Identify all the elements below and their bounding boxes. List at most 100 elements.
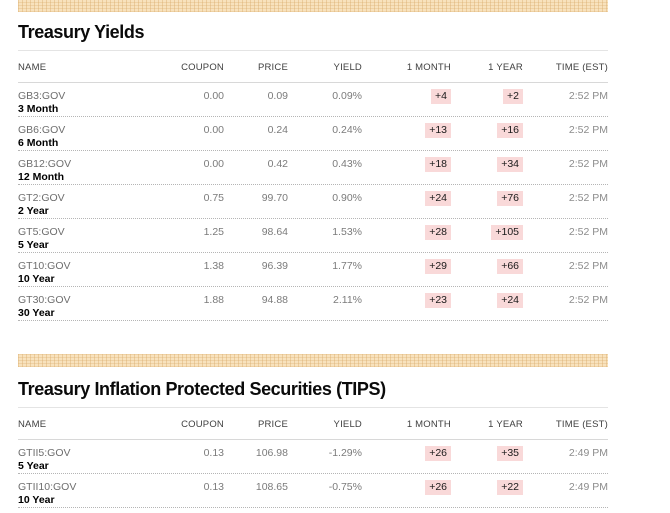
time-value: 2:49 PM <box>568 447 608 459</box>
column-header-price: PRICE <box>257 62 288 73</box>
one-month-cell: +4 <box>362 89 451 104</box>
table-row: GT2:GOV 2 Year 0.75 99.70 0.90% +24 +76 … <box>18 185 608 219</box>
maturity-label: 3 Month <box>18 103 59 115</box>
maturity-label: 30 Year <box>18 307 55 319</box>
one-year-cell: +16 <box>451 123 523 138</box>
ticker-link[interactable]: GTII5:GOV <box>18 447 71 459</box>
yield-value: 0.09% <box>332 90 362 102</box>
time-value: 2:49 PM <box>568 481 608 493</box>
coupon-value: 0.00 <box>203 158 224 170</box>
maturity-label: 5 Year <box>18 239 49 251</box>
table-row: GT10:GOV 10 Year 1.38 96.39 1.77% +29 +6… <box>18 253 608 287</box>
column-header-yield: YIELD <box>333 62 362 73</box>
one-month-change-badge: +4 <box>431 89 451 104</box>
ticker-link[interactable]: GT2:GOV <box>18 192 65 204</box>
name-cell: GB12:GOV 12 Month <box>18 158 168 184</box>
column-header-time: TIME (EST) <box>555 62 608 73</box>
one-month-change-badge: +13 <box>425 123 451 138</box>
name-cell: GT2:GOV 2 Year <box>18 192 168 218</box>
table-row: GTII10:GOV 10 Year 0.13 108.65 -0.75% +2… <box>18 474 608 508</box>
time-value: 2:52 PM <box>568 226 608 238</box>
one-month-cell: +26 <box>362 480 451 495</box>
one-year-cell: +66 <box>451 259 523 274</box>
one-year-cell: +24 <box>451 293 523 308</box>
name-cell: GB3:GOV 3 Month <box>18 90 168 116</box>
one-month-cell: +28 <box>362 225 451 240</box>
price-value: 94.88 <box>261 294 288 306</box>
coupon-value: 0.13 <box>203 447 224 459</box>
ticker-link[interactable]: GB3:GOV <box>18 90 66 102</box>
one-year-change-badge: +16 <box>497 123 523 138</box>
table-header: NAME COUPON PRICE YIELD 1 MONTH 1 YEAR T… <box>18 51 608 83</box>
table-row: GB12:GOV 12 Month 0.00 0.42 0.43% +18 +3… <box>18 151 608 185</box>
yield-value: 0.43% <box>332 158 362 170</box>
one-month-change-badge: +28 <box>425 225 451 240</box>
column-header-coupon: COUPON <box>181 419 224 430</box>
treasury-yields-section: Treasury Yields NAME COUPON PRICE YIELD … <box>18 22 608 321</box>
one-month-cell: +29 <box>362 259 451 274</box>
price-value: 99.70 <box>261 192 288 204</box>
maturity-label: 5 Year <box>18 460 49 472</box>
coupon-value: 1.25 <box>203 226 224 238</box>
one-year-change-badge: +24 <box>497 293 523 308</box>
name-cell: GB6:GOV 6 Month <box>18 124 168 150</box>
price-value: 98.64 <box>261 226 288 238</box>
yield-value: 0.90% <box>332 192 362 204</box>
maturity-label: 2 Year <box>18 205 49 217</box>
maturity-label: 10 Year <box>18 273 55 285</box>
maturity-label: 6 Month <box>18 137 59 149</box>
table-row: GB3:GOV 3 Month 0.00 0.09 0.09% +4 +2 2:… <box>18 83 608 117</box>
ticker-link[interactable]: GT10:GOV <box>18 260 71 272</box>
one-year-cell: +105 <box>451 225 523 240</box>
one-year-cell: +76 <box>451 191 523 206</box>
one-year-cell: +34 <box>451 157 523 172</box>
table-row: GT5:GOV 5 Year 1.25 98.64 1.53% +28 +105… <box>18 219 608 253</box>
coupon-value: 1.88 <box>203 294 224 306</box>
column-header-1-year: 1 YEAR <box>488 62 523 73</box>
ticker-link[interactable]: GT5:GOV <box>18 226 65 238</box>
ticker-link[interactable]: GTII10:GOV <box>18 481 77 493</box>
yield-value: 0.24% <box>332 124 362 136</box>
time-value: 2:52 PM <box>568 124 608 136</box>
one-year-change-badge: +66 <box>497 259 523 274</box>
column-header-time: TIME (EST) <box>555 419 608 430</box>
column-header-name: NAME <box>18 419 47 430</box>
section-title-treasury-yields: Treasury Yields <box>18 22 145 42</box>
column-header-yield: YIELD <box>333 419 362 430</box>
ticker-link[interactable]: GB12:GOV <box>18 158 72 170</box>
one-month-change-badge: +26 <box>425 480 451 495</box>
price-value: 0.09 <box>267 90 288 102</box>
one-month-change-badge: +18 <box>425 157 451 172</box>
tips-section: Treasury Inflation Protected Securities … <box>18 379 608 508</box>
one-year-change-badge: +76 <box>497 191 523 206</box>
one-year-change-badge: +34 <box>497 157 523 172</box>
maturity-label: 10 Year <box>18 494 55 506</box>
one-month-change-badge: +26 <box>425 446 451 461</box>
one-month-cell: +26 <box>362 446 451 461</box>
name-cell: GT10:GOV 10 Year <box>18 260 168 286</box>
time-value: 2:52 PM <box>568 192 608 204</box>
name-cell: GT30:GOV 30 Year <box>18 294 168 320</box>
yield-value: 1.53% <box>332 226 362 238</box>
time-value: 2:52 PM <box>568 294 608 306</box>
yield-value: 1.77% <box>332 260 362 272</box>
name-cell: GTII10:GOV 10 Year <box>18 481 168 507</box>
yield-value: -0.75% <box>328 481 362 493</box>
column-header-price: PRICE <box>257 419 288 430</box>
table-row: GT30:GOV 30 Year 1.88 94.88 2.11% +23 +2… <box>18 287 608 321</box>
treasury-yields-table: NAME COUPON PRICE YIELD 1 MONTH 1 YEAR T… <box>18 51 608 321</box>
ticker-link[interactable]: GT30:GOV <box>18 294 71 306</box>
time-value: 2:52 PM <box>568 260 608 272</box>
one-year-change-badge: +2 <box>503 89 523 104</box>
column-header-name: NAME <box>18 62 47 73</box>
one-month-cell: +18 <box>362 157 451 172</box>
one-month-cell: +24 <box>362 191 451 206</box>
one-year-change-badge: +35 <box>497 446 523 461</box>
one-year-change-badge: +22 <box>497 480 523 495</box>
price-value: 0.24 <box>267 124 288 136</box>
table-row: GB6:GOV 6 Month 0.00 0.24 0.24% +13 +16 … <box>18 117 608 151</box>
one-year-cell: +35 <box>451 446 523 461</box>
ticker-link[interactable]: GB6:GOV <box>18 124 66 136</box>
section-divider <box>18 50 608 51</box>
price-value: 106.98 <box>255 447 288 459</box>
